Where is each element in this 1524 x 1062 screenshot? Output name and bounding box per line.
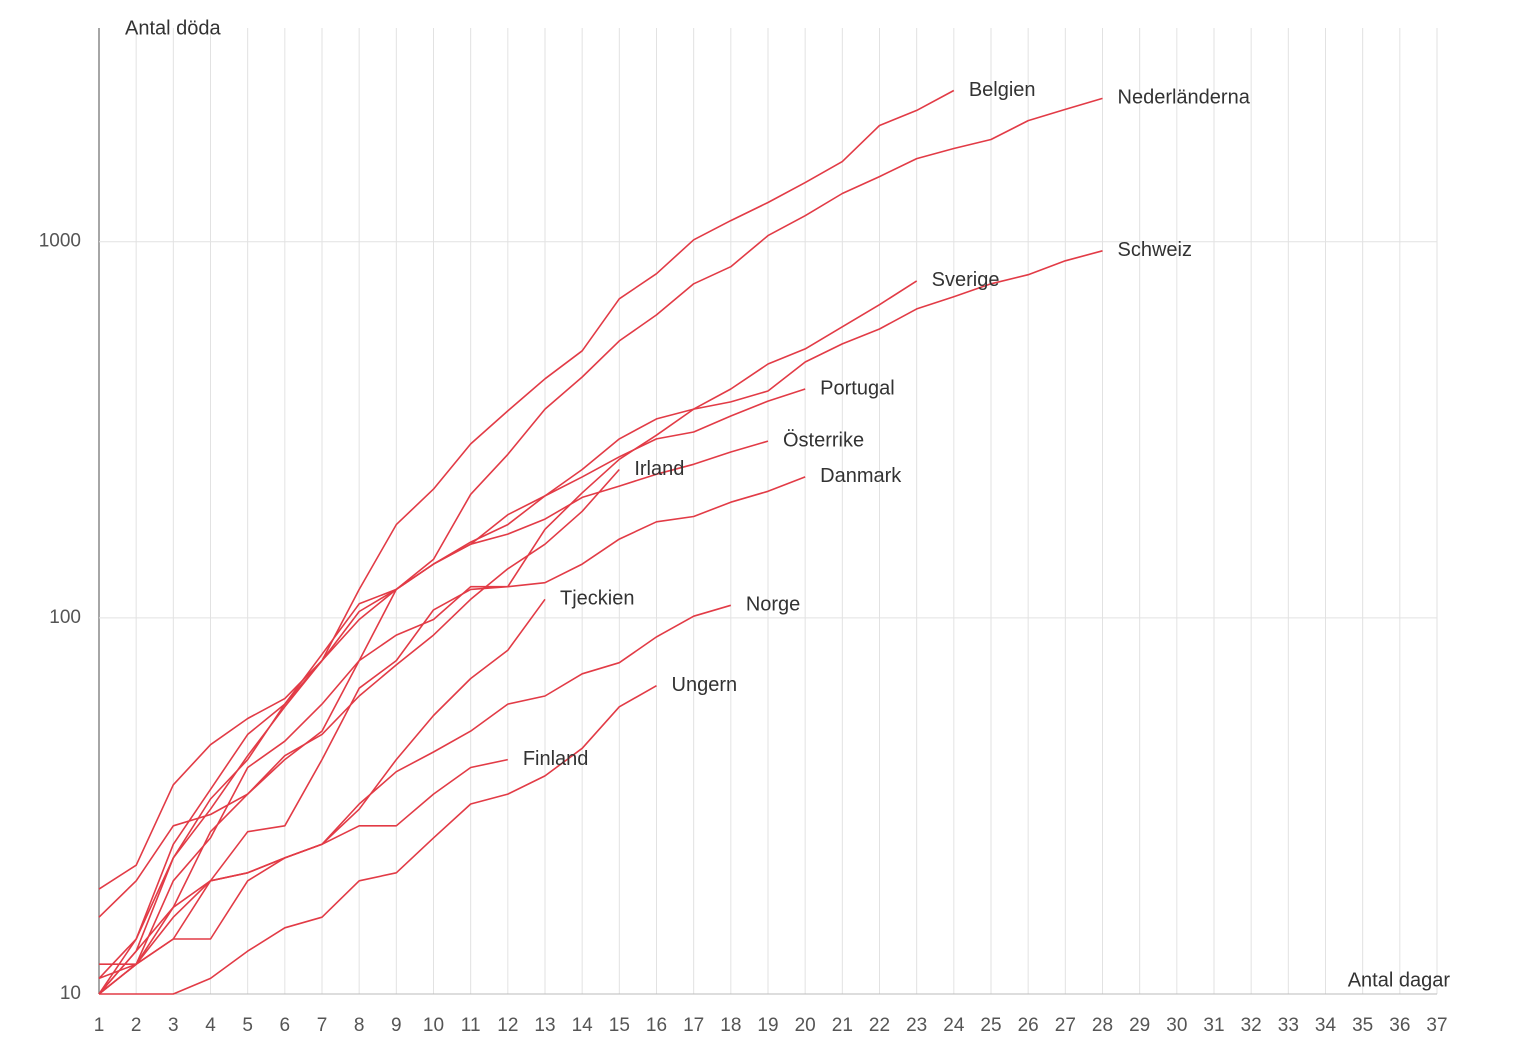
x-tick-label: 22 <box>869 1015 890 1036</box>
x-tick-label: 26 <box>1018 1015 1039 1036</box>
series-line <box>98 604 732 995</box>
x-tick-label: 13 <box>534 1015 555 1036</box>
x-tick-label: 10 <box>423 1015 444 1036</box>
x-tick-label: 2 <box>131 1015 142 1036</box>
x-tick-label: 30 <box>1166 1015 1187 1036</box>
x-tick-label: 14 <box>572 1015 594 1036</box>
series-label: Schweiz <box>1118 239 1192 261</box>
x-tick-label: 11 <box>461 1015 481 1036</box>
series-label: Nederländerna <box>1118 87 1251 109</box>
x-tick-label: 12 <box>497 1015 518 1036</box>
series-line <box>98 89 955 890</box>
y-tick-label: 1000 <box>39 231 81 252</box>
x-tick-label: 1 <box>94 1015 105 1036</box>
x-tick-label: 4 <box>205 1015 216 1036</box>
x-tick-label: 19 <box>757 1015 778 1036</box>
series-label: Belgien <box>969 79 1036 101</box>
y-tick-label: 100 <box>49 607 81 628</box>
x-tick-label: 6 <box>280 1015 291 1036</box>
series-label: Österrike <box>783 429 864 451</box>
x-tick-label: 7 <box>317 1015 328 1036</box>
lines <box>98 89 1103 995</box>
x-axis-label: Antal dagar <box>1348 969 1451 991</box>
series-line <box>98 440 769 995</box>
x-tick-label: 27 <box>1055 1015 1076 1036</box>
x-tick-label: 37 <box>1426 1015 1447 1036</box>
series-line <box>99 685 657 995</box>
series-label: Norge <box>746 594 800 616</box>
series-label: Tjeckien <box>560 588 634 610</box>
x-tick-label: 17 <box>683 1015 704 1036</box>
series-label: Irland <box>634 458 684 480</box>
x-tick-label: 3 <box>168 1015 179 1036</box>
grid: 1 2 3 4 5 6 7 8 9 10 11 12 13 14 15 16 17 18 19 20 21 22 23 24 2… <box>39 28 1448 1036</box>
series-line <box>98 468 620 995</box>
series-label: Ungern <box>672 674 738 696</box>
x-tick-label: 15 <box>609 1015 630 1036</box>
x-tick-label: 31 <box>1203 1015 1224 1036</box>
series-label: Portugal <box>820 377 895 399</box>
series-line <box>98 97 1103 918</box>
series-label: Danmark <box>820 465 902 487</box>
x-tick-label: 21 <box>832 1015 853 1036</box>
x-tick-label: 5 <box>242 1015 253 1036</box>
x-tick-label: 8 <box>354 1015 365 1036</box>
x-tick-label: 28 <box>1092 1015 1113 1036</box>
x-tick-label: 34 <box>1315 1015 1337 1036</box>
y-tick-label: 10 <box>60 983 81 1004</box>
x-tick-label: 32 <box>1241 1015 1262 1036</box>
x-tick-label: 16 <box>646 1015 667 1036</box>
series-label: Finland <box>523 748 589 770</box>
series-line <box>99 758 508 965</box>
x-tick-label: 18 <box>720 1015 741 1036</box>
x-tick-label: 24 <box>943 1015 965 1036</box>
x-tick-label: 23 <box>906 1015 927 1036</box>
x-tick-label: 35 <box>1352 1015 1373 1036</box>
labels: Belgien Nederländerna Schweiz Sverige Portug… <box>523 79 1251 770</box>
x-tick-label: 20 <box>795 1015 816 1036</box>
x-tick-label: 25 <box>980 1015 1001 1036</box>
x-tick-label: 29 <box>1129 1015 1150 1036</box>
series-label: Sverige <box>932 269 1000 291</box>
x-tick-label: 36 <box>1389 1015 1410 1036</box>
x-tick-label: 9 <box>391 1015 402 1036</box>
y-axis-label: Antal döda <box>125 17 222 39</box>
x-tick-label: 33 <box>1278 1015 1299 1036</box>
